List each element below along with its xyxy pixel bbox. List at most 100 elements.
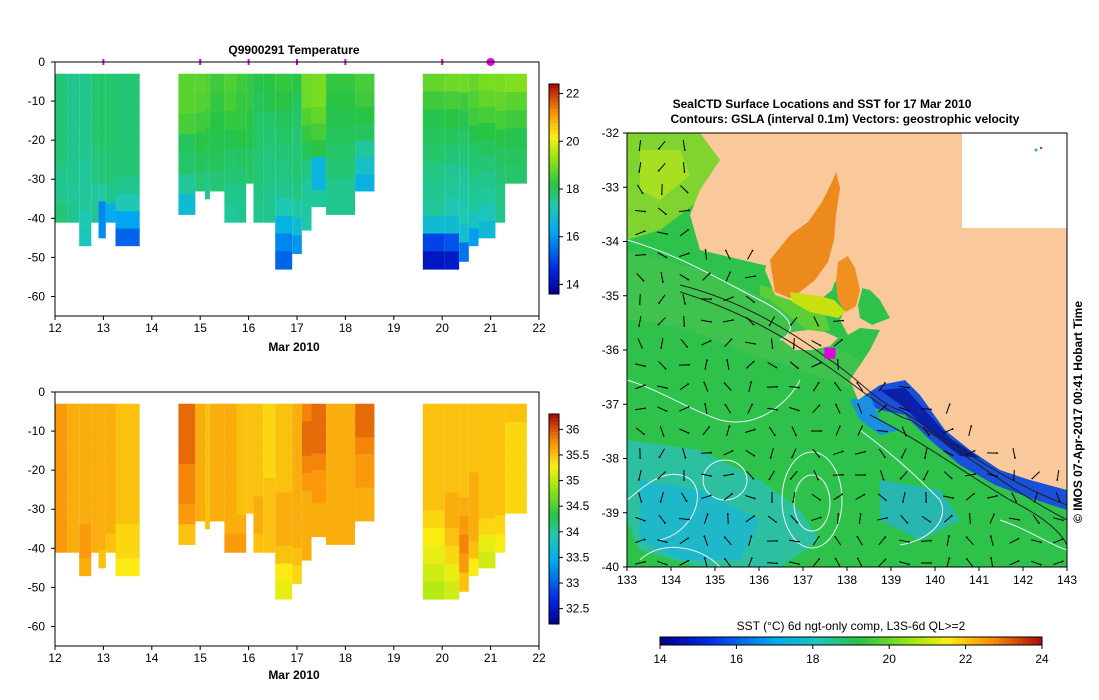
velocity-vector (943, 515, 953, 523)
profile-cell (459, 497, 469, 517)
vector-head (928, 434, 930, 436)
profile-cell (422, 73, 445, 92)
profile-cell (444, 251, 460, 270)
profile-cell (459, 223, 469, 244)
velocity-vector (747, 404, 753, 414)
profile-cell (459, 535, 469, 555)
profile-cell (292, 217, 302, 237)
profile-cell (355, 73, 375, 91)
profile-cell (236, 422, 247, 442)
vector-head (795, 434, 797, 437)
profile-cell (263, 73, 276, 93)
profile-cell (253, 92, 264, 112)
profile-cell (224, 185, 237, 205)
velocity-vector (747, 250, 753, 260)
profile-cell (79, 194, 92, 212)
profile-cell (246, 146, 254, 166)
vector-head (687, 229, 689, 231)
sst-colorbar-segment (765, 637, 771, 645)
profile-cell (468, 90, 479, 109)
velocity-vector (682, 294, 686, 304)
profile-cell (98, 128, 106, 148)
profile-cell (67, 73, 80, 93)
vector-head (907, 563, 910, 566)
profile-cell (195, 442, 206, 463)
vector-head (657, 169, 660, 172)
profile-cell (326, 421, 356, 440)
colorbar-segment (549, 484, 559, 488)
profile-cell (195, 132, 206, 153)
investigator-strait (790, 292, 846, 318)
velocity-vector (857, 558, 863, 567)
colorbar-segment (549, 164, 559, 169)
colorbar-segment (549, 98, 559, 102)
profile-cell (495, 203, 506, 223)
profile-cell (495, 515, 506, 535)
velocity-vector (746, 317, 754, 325)
vector-head (864, 474, 866, 476)
sst-colorbar-segment (750, 637, 756, 645)
vector-head (930, 562, 932, 564)
profile-cell (326, 456, 356, 475)
vector-head (706, 513, 709, 516)
velocity-vector (901, 448, 907, 458)
profile-cell (98, 549, 106, 569)
profile-cell (275, 492, 293, 511)
profile-cell (209, 462, 225, 483)
profile-cell (275, 162, 293, 181)
profile-cell (91, 459, 99, 479)
profile-cell (236, 92, 247, 112)
sst-colorbar-segment (831, 637, 838, 645)
profile-cell (55, 533, 68, 553)
vector-head (1018, 518, 1020, 521)
vector-head (834, 535, 837, 538)
profile-cell (115, 159, 140, 178)
velocity-vector (657, 406, 667, 412)
profile-cell (246, 476, 254, 496)
velocity-vector (635, 561, 645, 565)
profile-cell (495, 147, 506, 168)
profile-cell (495, 403, 506, 423)
vector-head (706, 359, 708, 362)
profile-cell (478, 122, 496, 140)
vector-head (834, 557, 837, 560)
profile-cell (422, 233, 445, 252)
vector-head (796, 521, 799, 524)
colorbar-segment (549, 606, 559, 611)
vector-head (752, 477, 755, 480)
profile-cell (195, 112, 206, 133)
vector-head (769, 456, 772, 459)
sst-colorbar-segment (664, 637, 671, 645)
profile-cell (495, 422, 506, 442)
velocity-vector (1053, 538, 1063, 544)
profile-cell (444, 563, 460, 582)
y-tick-label: -50 (28, 250, 46, 264)
profile-cell (505, 128, 527, 148)
map-x-tick-label: 135 (705, 573, 725, 587)
profile-cell (355, 487, 375, 505)
sst-colorbar-segment (1013, 637, 1019, 645)
velocity-vector (990, 557, 994, 567)
vector-head (789, 477, 792, 480)
profile-cell (495, 440, 506, 460)
colorbar-segment (549, 252, 559, 256)
vector-head (989, 535, 992, 538)
vector-head (776, 540, 778, 542)
profile-cell (178, 73, 196, 95)
vector-head (922, 478, 925, 481)
colorbar-segment (549, 613, 559, 618)
profile-cell (253, 166, 264, 186)
profile-cell (478, 469, 496, 487)
colorbar-segment (549, 564, 559, 569)
velocity-vector (679, 252, 689, 258)
profile-cell (292, 181, 302, 201)
velocity-vector (660, 271, 664, 283)
profile-cell (115, 228, 140, 247)
velocity-vector (837, 359, 839, 371)
map-y-tick-label: -33 (602, 180, 620, 194)
profile-cell (224, 166, 237, 186)
profile-cell (79, 211, 92, 229)
velocity-vector (702, 426, 710, 436)
colorbar-segment (549, 157, 559, 162)
vector-head (863, 450, 866, 453)
